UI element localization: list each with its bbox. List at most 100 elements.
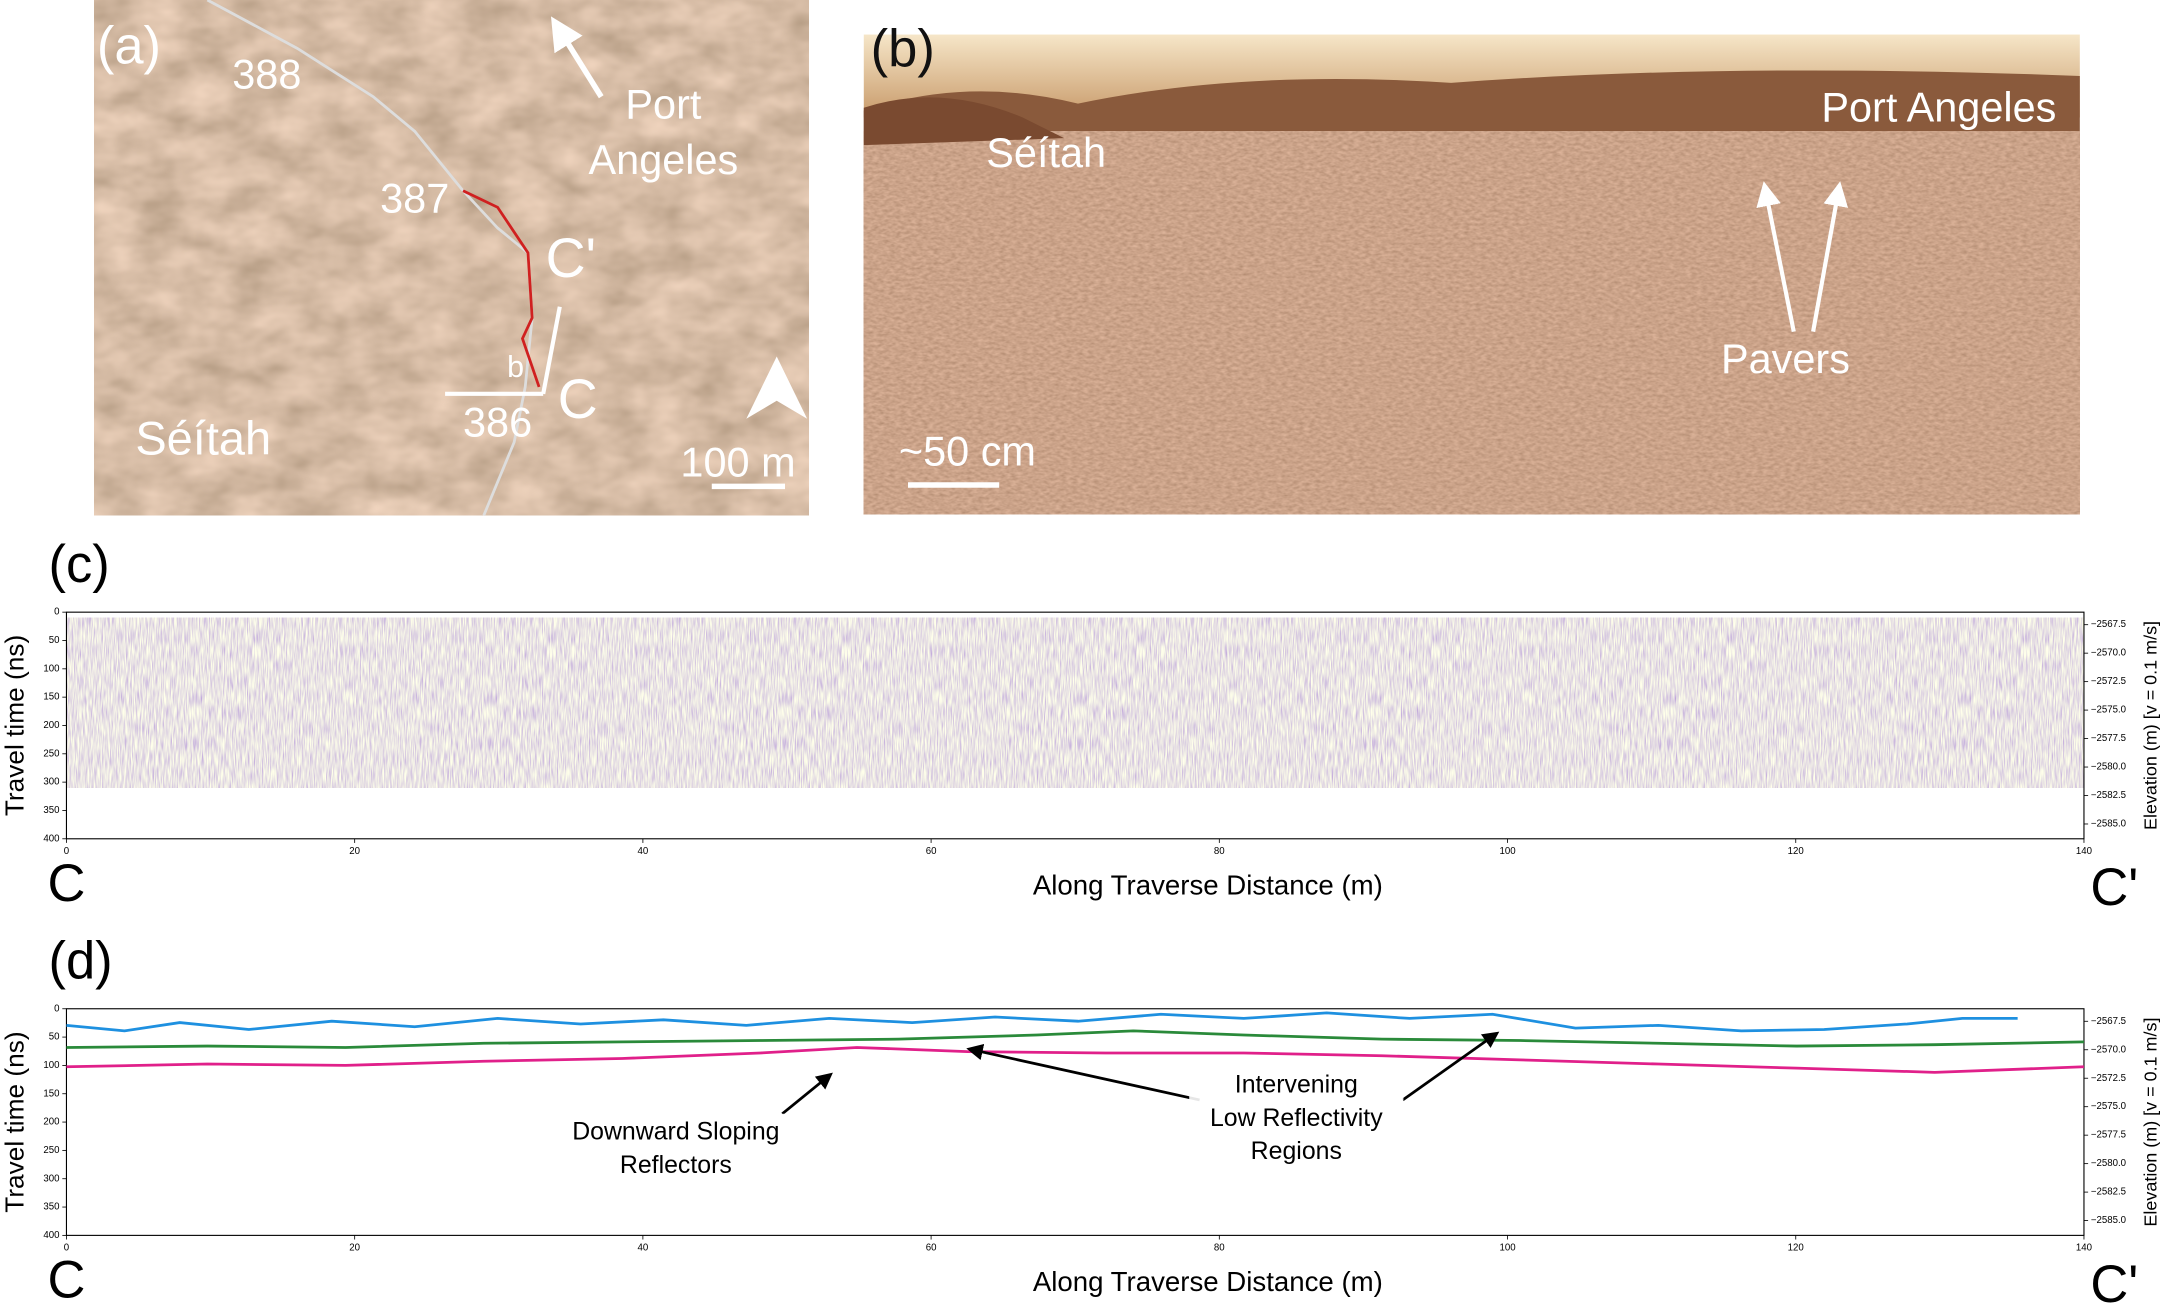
arrow xyxy=(1811,181,1849,333)
annotation-box xyxy=(559,1113,792,1186)
y2-tick-label: −2585.0 xyxy=(2091,1215,2126,1226)
panel-a: (a) 388 387 386 Port Angeles C' b C Séít… xyxy=(94,0,809,516)
site-label: Port xyxy=(625,81,701,128)
arrow xyxy=(781,1072,833,1115)
y-tick-label: 350 xyxy=(43,805,59,816)
x-tick-label: 120 xyxy=(1788,846,1804,857)
arrow xyxy=(1756,181,1796,333)
site-label: Port Angeles xyxy=(1821,84,2056,131)
panel-label: (a) xyxy=(97,17,161,76)
y2-tick-label: −2585.0 xyxy=(2091,819,2126,830)
y2-tick-label: −2567.5 xyxy=(2091,1016,2126,1027)
y-tick-label: 250 xyxy=(43,748,59,759)
dune xyxy=(863,97,1065,146)
x-axis-label: Along Traverse Distance (m) xyxy=(1033,869,1383,900)
y2-tick-label: −2570.0 xyxy=(2091,1044,2126,1055)
y2-tick-label: −2567.5 xyxy=(2091,619,2126,630)
y2-tick-label: −2575.0 xyxy=(2091,705,2126,716)
panel-label: (d) xyxy=(48,931,112,990)
y2-tick-label: −2582.5 xyxy=(2091,1187,2126,1198)
region-label: Séítah xyxy=(135,412,271,465)
region-label: Séítah xyxy=(986,129,1106,176)
endpoint-label: C' xyxy=(546,227,596,289)
sol-label: 388 xyxy=(232,50,301,97)
horizon-line xyxy=(66,1011,2018,1033)
panel-label: (b) xyxy=(871,19,935,78)
annotation: Reflectors xyxy=(620,1151,732,1179)
annotation: Regions xyxy=(1251,1137,1342,1165)
y2-tick-label: −2580.0 xyxy=(2091,762,2126,773)
y2-tick-label: −2572.5 xyxy=(2091,1073,2126,1084)
pavers-label: Pavers xyxy=(1721,335,1850,382)
y-tick-label: 150 xyxy=(43,1088,59,1099)
y-tick-label: 50 xyxy=(49,635,60,646)
annotation-box xyxy=(1189,1066,1404,1172)
y-axis-label: Travel time (ns) xyxy=(0,1031,30,1212)
x-tick-label: 60 xyxy=(926,1242,937,1253)
y-tick-label: 400 xyxy=(43,833,59,844)
y2-tick-label: −2577.5 xyxy=(2091,733,2126,744)
y-tick-label: 50 xyxy=(49,1032,60,1043)
horizon-line xyxy=(66,1046,2085,1074)
end-label: C' xyxy=(2090,858,2138,917)
annotation: Downward Sloping xyxy=(572,1118,779,1146)
sol-label: 386 xyxy=(463,399,532,446)
start-label: C xyxy=(47,854,85,913)
rover-path xyxy=(206,0,534,516)
annotation: Intervening xyxy=(1235,1071,1358,1099)
y-tick-label: 350 xyxy=(43,1202,59,1213)
x-tick-label: 120 xyxy=(1788,1242,1804,1253)
y-tick-label: 0 xyxy=(54,607,59,618)
horizons xyxy=(66,1011,2085,1115)
endpoint-label: C xyxy=(558,368,598,430)
y2-axis-label: Elevation (m) [v = 0.1 m/s] xyxy=(2140,621,2160,830)
x-tick-label: 60 xyxy=(926,846,937,857)
view-label: b xyxy=(507,350,524,384)
panel-label: (c) xyxy=(48,535,109,594)
y2-tick-label: −2582.5 xyxy=(2091,790,2126,801)
y-tick-label: 250 xyxy=(43,1145,59,1156)
x-tick-label: 40 xyxy=(638,1242,649,1253)
view-line xyxy=(541,306,562,395)
y-tick-label: 300 xyxy=(43,777,59,788)
y-tick-label: 100 xyxy=(43,663,59,674)
x-tick-label: 140 xyxy=(2076,846,2092,857)
radargram-image xyxy=(66,617,2084,788)
x-tick-label: 0 xyxy=(64,1242,69,1253)
horizon-line xyxy=(66,1029,2084,1049)
orbital-image xyxy=(94,0,809,516)
plot-frame xyxy=(65,1008,2085,1236)
x-tick-label: 40 xyxy=(638,846,649,857)
y2-tick-label: −2580.0 xyxy=(2091,1158,2126,1169)
x-tick-label: 20 xyxy=(349,1242,360,1253)
y2-axis-label: Elevation (m) [v = 0.1 m/s] xyxy=(2140,1018,2160,1227)
arrow xyxy=(1401,1031,1500,1102)
x-tick-label: 80 xyxy=(1214,846,1225,857)
x-tick-label: 140 xyxy=(2076,1242,2092,1253)
site-label: Angeles xyxy=(589,136,739,183)
y-tick-label: 200 xyxy=(43,1117,59,1128)
y-tick-label: 150 xyxy=(43,692,59,703)
y2-tick-label: −2577.5 xyxy=(2091,1130,2126,1141)
arrow xyxy=(550,16,604,99)
x-tick-label: 100 xyxy=(1499,846,1515,857)
ground-image xyxy=(863,131,2080,515)
y-tick-label: 300 xyxy=(43,1173,59,1184)
x-axis-label: Along Traverse Distance (m) xyxy=(1033,1266,1383,1297)
y-tick-label: 200 xyxy=(43,720,59,731)
end-label: C' xyxy=(2090,1255,2138,1310)
y-tick-label: 0 xyxy=(54,1003,59,1014)
y-tick-label: 100 xyxy=(43,1060,59,1071)
y-axis-label: Travel time (ns) xyxy=(0,635,30,816)
x-tick-label: 100 xyxy=(1499,1242,1515,1253)
y2-tick-label: −2572.5 xyxy=(2091,676,2126,687)
annotation: Low Reflectivity xyxy=(1210,1104,1383,1132)
y2-tick-label: −2575.0 xyxy=(2091,1101,2126,1112)
y-tick-label: 400 xyxy=(43,1230,59,1241)
arrow xyxy=(966,1043,1200,1102)
north-arrow xyxy=(746,356,808,419)
x-tick-label: 80 xyxy=(1214,1242,1225,1253)
panel-b: (b) Séítah Port Angeles Pavers ~50 cm xyxy=(863,19,2080,515)
